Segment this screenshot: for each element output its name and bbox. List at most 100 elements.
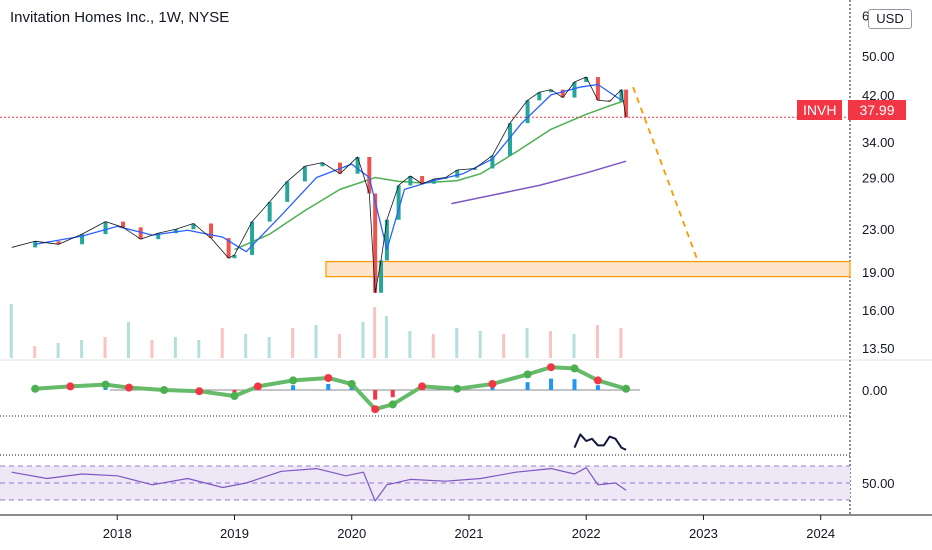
volume-bar (455, 328, 459, 358)
price-candle (420, 175, 425, 184)
volume-bar (173, 337, 177, 358)
projection-line (632, 86, 699, 261)
macd-dot (453, 384, 462, 393)
macd-dot (101, 380, 110, 389)
rsi-line (11, 467, 627, 502)
price-candle (191, 223, 196, 230)
price-candle (384, 219, 389, 261)
volume-bar (56, 343, 60, 358)
x-tick-label: 2024 (806, 526, 835, 541)
price-candle (396, 185, 401, 220)
volume-bar (408, 331, 412, 358)
price-candle (267, 201, 272, 222)
macd-dot (230, 392, 239, 400)
currency-button[interactable]: USD (868, 9, 912, 29)
macd-histogram-bar (326, 384, 331, 390)
price-candle (103, 221, 108, 235)
macd-dot (523, 370, 532, 379)
price-candle (508, 123, 512, 156)
price-candle (156, 233, 161, 240)
price-candle (373, 193, 378, 293)
x-tick-label: 2020 (337, 526, 366, 541)
volume-bar (80, 340, 84, 358)
price-candle (138, 227, 143, 240)
price-candle (173, 229, 178, 234)
y-tick-label: 23.00 (862, 222, 895, 237)
macd-histogram-bar (349, 387, 354, 390)
price-candle (33, 241, 38, 248)
price-candle (121, 221, 126, 228)
price-candle (232, 254, 237, 259)
volume-bar (103, 337, 107, 358)
y-tick-label: 34.00 (862, 135, 895, 150)
macd-dot (488, 380, 497, 388)
macd-dot (593, 376, 602, 385)
volume-bar (9, 304, 13, 358)
volume-bar (431, 334, 435, 358)
x-tick-label: 2021 (455, 526, 484, 541)
price-candle (355, 156, 360, 174)
macd-dot (31, 384, 40, 393)
volume-bar (126, 322, 130, 358)
macd-dot (324, 374, 333, 382)
macd-dot (124, 383, 133, 392)
y-tick-label: 29.00 (862, 171, 895, 186)
price-candle (490, 155, 495, 169)
price-candle (285, 181, 290, 202)
price-candle (624, 89, 629, 118)
macd-histogram-bar (549, 378, 554, 390)
y-tick-label: 42.00 (862, 88, 895, 103)
macd-dot (547, 363, 556, 372)
symbol-price-tag: INVH (797, 100, 843, 120)
macd-line (35, 365, 627, 412)
price-candle (455, 169, 460, 178)
macd-histogram-bar (373, 390, 378, 400)
ma-long-line (451, 160, 627, 205)
support-zone (325, 260, 851, 278)
volume-bar (314, 325, 318, 358)
price-candle (560, 89, 565, 98)
volume-bar (595, 325, 599, 358)
x-tick-label: 2022 (572, 526, 601, 541)
volume-bar (267, 337, 271, 358)
y-tick-label: 19.00 (862, 265, 895, 280)
price-candle (595, 77, 600, 101)
x-tick-label: 2023 (689, 526, 718, 541)
ma-slow-line (234, 99, 627, 251)
volume-bar (619, 328, 623, 358)
price-candle (367, 156, 372, 194)
chart-title: Invitation Homes Inc., 1W, NYSE (10, 9, 230, 26)
price-line (11, 76, 627, 294)
price-candle (572, 81, 577, 98)
macd-histogram-bar (390, 390, 395, 398)
y-tick-label: 16.00 (862, 303, 895, 318)
volume-bar (502, 334, 506, 358)
volume-bar (361, 322, 365, 358)
volume-bar (220, 328, 224, 358)
volume-bar (33, 346, 37, 358)
price-candle (549, 89, 554, 93)
volume-bar (150, 340, 154, 358)
macd-histogram-bar (103, 387, 108, 390)
volume-bar (572, 334, 576, 358)
macd-histogram-bar (595, 385, 600, 390)
macd-dot (622, 384, 631, 393)
indicator2-line (573, 433, 627, 451)
price-candle (431, 179, 436, 184)
macd-dot (418, 382, 427, 391)
price-candle (408, 175, 413, 186)
price-candle (619, 89, 624, 102)
volume-bar (478, 331, 482, 358)
macd-histogram-bar (291, 385, 296, 390)
x-tick-label: 2018 (103, 526, 132, 541)
macd-histogram-bar (232, 390, 237, 393)
price-candle (209, 223, 214, 239)
macd-dot (195, 387, 204, 396)
ma-fast-line (35, 83, 622, 253)
macd-dot (160, 386, 169, 394)
price-candle (80, 234, 85, 245)
price-candle (226, 238, 231, 259)
y-tick-label: 50.00 (862, 49, 895, 64)
macd-histogram-bar (572, 379, 577, 390)
